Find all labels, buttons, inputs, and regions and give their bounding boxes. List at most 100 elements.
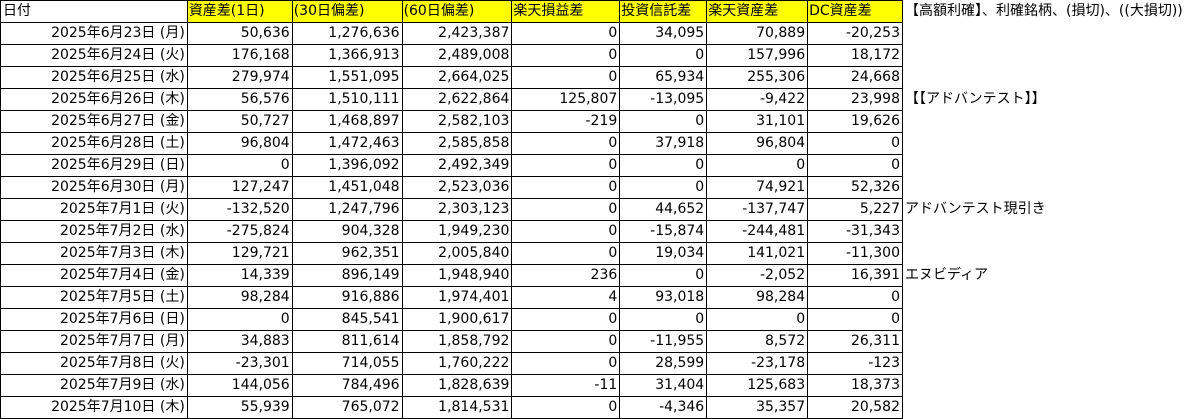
deviation-30d-cell[interactable]: 765,072 bbox=[291, 396, 403, 419]
asset-diff-1d-cell[interactable]: 144,056 bbox=[186, 374, 293, 397]
date-cell[interactable]: 2025年6月28日 (土) bbox=[0, 132, 188, 155]
rakuten-pl-diff-cell[interactable]: 0 bbox=[511, 220, 621, 243]
dc-asset-diff-cell[interactable]: 20,582 bbox=[807, 396, 903, 419]
date-cell[interactable]: 2025年7月7日 (月) bbox=[0, 330, 188, 353]
deviation-30d-cell[interactable]: 962,351 bbox=[291, 242, 403, 265]
deviation-30d-cell[interactable]: 714,055 bbox=[291, 352, 403, 375]
deviation-60d-cell[interactable]: 1,900,617 bbox=[401, 308, 513, 331]
date-cell[interactable]: 2025年7月6日 (日) bbox=[0, 308, 188, 331]
rakuten-asset-diff-cell[interactable]: 98,284 bbox=[706, 286, 809, 309]
rakuten-asset-diff-cell[interactable]: -244,481 bbox=[706, 220, 809, 243]
note-cell[interactable] bbox=[902, 397, 1199, 419]
deviation-60d-cell[interactable]: 2,585,858 bbox=[401, 132, 513, 155]
note-cell[interactable] bbox=[902, 155, 1199, 177]
rakuten-pl-diff-cell[interactable]: 125,807 bbox=[511, 88, 621, 111]
deviation-60d-cell[interactable]: 2,622,864 bbox=[401, 88, 513, 111]
asset-diff-1d-cell[interactable]: -23,301 bbox=[186, 352, 293, 375]
asset-diff-1d-cell[interactable]: 34,883 bbox=[186, 330, 293, 353]
fund-diff-cell[interactable]: 34,095 bbox=[619, 22, 708, 45]
deviation-30d-cell[interactable]: 845,541 bbox=[291, 308, 403, 331]
header-date[interactable]: 日付 bbox=[0, 0, 188, 23]
deviation-60d-cell[interactable]: 2,664,025 bbox=[401, 66, 513, 89]
asset-diff-1d-cell[interactable]: 50,636 bbox=[186, 22, 293, 45]
rakuten-pl-diff-cell[interactable]: 0 bbox=[511, 396, 621, 419]
rakuten-asset-diff-cell[interactable]: 31,101 bbox=[706, 110, 809, 133]
fund-diff-cell[interactable]: 0 bbox=[619, 110, 708, 133]
date-cell[interactable]: 2025年7月8日 (火) bbox=[0, 352, 188, 375]
fund-diff-cell[interactable]: 44,652 bbox=[619, 198, 708, 221]
rakuten-pl-diff-cell[interactable]: 0 bbox=[511, 154, 621, 177]
rakuten-asset-diff-cell[interactable]: 141,021 bbox=[706, 242, 809, 265]
dc-asset-diff-cell[interactable]: 0 bbox=[807, 308, 903, 331]
deviation-30d-cell[interactable]: 1,396,092 bbox=[291, 154, 403, 177]
date-cell[interactable]: 2025年6月24日 (火) bbox=[0, 44, 188, 67]
fund-diff-cell[interactable]: 37,918 bbox=[619, 132, 708, 155]
deviation-30d-cell[interactable]: 916,886 bbox=[291, 286, 403, 309]
rakuten-pl-diff-cell[interactable]: 0 bbox=[511, 44, 621, 67]
asset-diff-1d-cell[interactable]: 50,727 bbox=[186, 110, 293, 133]
deviation-60d-cell[interactable]: 1,949,230 bbox=[401, 220, 513, 243]
dc-asset-diff-cell[interactable]: 19,626 bbox=[807, 110, 903, 133]
fund-diff-cell[interactable]: 0 bbox=[619, 154, 708, 177]
deviation-30d-cell[interactable]: 811,614 bbox=[291, 330, 403, 353]
date-cell[interactable]: 2025年7月5日 (土) bbox=[0, 286, 188, 309]
dc-asset-diff-cell[interactable]: 18,373 bbox=[807, 374, 903, 397]
fund-diff-cell[interactable]: 28,599 bbox=[619, 352, 708, 375]
deviation-30d-cell[interactable]: 1,276,636 bbox=[291, 22, 403, 45]
fund-diff-cell[interactable]: 93,018 bbox=[619, 286, 708, 309]
rakuten-pl-diff-cell[interactable]: 0 bbox=[511, 198, 621, 221]
deviation-30d-cell[interactable]: 1,468,897 bbox=[291, 110, 403, 133]
note-cell[interactable] bbox=[902, 177, 1199, 199]
deviation-60d-cell[interactable]: 1,948,940 bbox=[401, 264, 513, 287]
date-cell[interactable]: 2025年6月30日 (月) bbox=[0, 176, 188, 199]
deviation-30d-cell[interactable]: 1,510,111 bbox=[291, 88, 403, 111]
header-fund-diff[interactable]: 投資信託差 bbox=[619, 0, 708, 23]
note-cell[interactable]: アドバンテスト現引き bbox=[904, 201, 1046, 217]
dc-asset-diff-cell[interactable]: 18,172 bbox=[807, 44, 903, 67]
rakuten-pl-diff-cell[interactable]: 0 bbox=[511, 308, 621, 331]
rakuten-asset-diff-cell[interactable]: -9,422 bbox=[706, 88, 809, 111]
rakuten-pl-diff-cell[interactable]: 0 bbox=[511, 242, 621, 265]
rakuten-asset-diff-cell[interactable]: -23,178 bbox=[706, 352, 809, 375]
rakuten-asset-diff-cell[interactable]: 35,357 bbox=[706, 396, 809, 419]
deviation-30d-cell[interactable]: 1,366,913 bbox=[291, 44, 403, 67]
dc-asset-diff-cell[interactable]: 52,326 bbox=[807, 176, 903, 199]
note-cell[interactable] bbox=[902, 375, 1199, 397]
date-cell[interactable]: 2025年6月25日 (水) bbox=[0, 66, 188, 89]
header-dc-asset-diff[interactable]: DC資産差 bbox=[807, 0, 903, 23]
fund-diff-cell[interactable]: 0 bbox=[619, 264, 708, 287]
dc-asset-diff-cell[interactable]: 23,998 bbox=[807, 88, 903, 111]
note-cell[interactable] bbox=[902, 45, 1199, 67]
asset-diff-1d-cell[interactable]: 0 bbox=[186, 308, 293, 331]
deviation-30d-cell[interactable]: 1,472,463 bbox=[291, 132, 403, 155]
note-cell[interactable]: 【【アドバンテスト】】 bbox=[904, 91, 1046, 107]
note-cell[interactable] bbox=[902, 133, 1199, 155]
asset-diff-1d-cell[interactable]: 129,721 bbox=[186, 242, 293, 265]
fund-diff-cell[interactable]: 65,934 bbox=[619, 66, 708, 89]
deviation-30d-cell[interactable]: 1,247,796 bbox=[291, 198, 403, 221]
asset-diff-1d-cell[interactable]: 96,804 bbox=[186, 132, 293, 155]
deviation-60d-cell[interactable]: 1,828,639 bbox=[401, 374, 513, 397]
asset-diff-1d-cell[interactable]: 176,168 bbox=[186, 44, 293, 67]
rakuten-pl-diff-cell[interactable]: 236 bbox=[511, 264, 621, 287]
asset-diff-1d-cell[interactable]: 56,576 bbox=[186, 88, 293, 111]
header-rakuten-pl-diff[interactable]: 楽天損益差 bbox=[511, 0, 621, 23]
asset-diff-1d-cell[interactable]: 14,339 bbox=[186, 264, 293, 287]
note-cell[interactable] bbox=[902, 287, 1199, 309]
fund-diff-cell[interactable]: 31,404 bbox=[619, 374, 708, 397]
deviation-60d-cell[interactable]: 2,005,840 bbox=[401, 242, 513, 265]
date-cell[interactable]: 2025年6月23日 (月) bbox=[0, 22, 188, 45]
rakuten-asset-diff-cell[interactable]: -137,747 bbox=[706, 198, 809, 221]
deviation-60d-cell[interactable]: 1,974,401 bbox=[401, 286, 513, 309]
dc-asset-diff-cell[interactable]: 0 bbox=[807, 132, 903, 155]
fund-diff-cell[interactable]: 19,034 bbox=[619, 242, 708, 265]
date-cell[interactable]: 2025年6月26日 (木) bbox=[0, 88, 188, 111]
deviation-60d-cell[interactable]: 1,760,222 bbox=[401, 352, 513, 375]
fund-diff-cell[interactable]: 0 bbox=[619, 176, 708, 199]
dc-asset-diff-cell[interactable]: -31,343 bbox=[807, 220, 903, 243]
note-cell[interactable] bbox=[902, 221, 1199, 243]
dc-asset-diff-cell[interactable]: -11,300 bbox=[807, 242, 903, 265]
note-cell[interactable] bbox=[902, 331, 1199, 353]
rakuten-pl-diff-cell[interactable]: 0 bbox=[511, 66, 621, 89]
rakuten-asset-diff-cell[interactable]: 255,306 bbox=[706, 66, 809, 89]
